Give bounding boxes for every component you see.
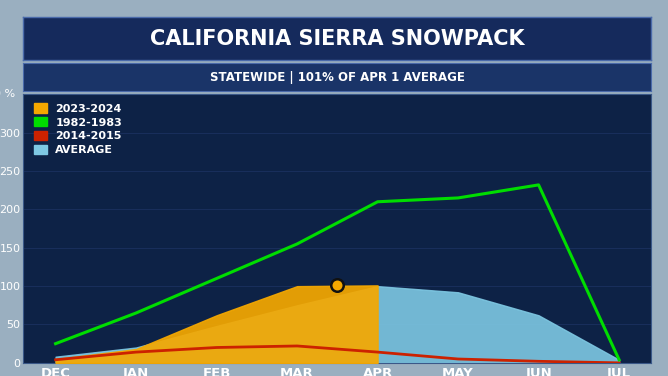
Text: 350 %: 350 % bbox=[0, 89, 15, 99]
Legend: 2023-2024, 1982-1983, 2014-2015, AVERAGE: 2023-2024, 1982-1983, 2014-2015, AVERAGE bbox=[32, 101, 124, 158]
Text: CALIFORNIA SIERRA SNOWPACK: CALIFORNIA SIERRA SNOWPACK bbox=[150, 29, 524, 49]
Text: STATEWIDE | 101% OF APR 1 AVERAGE: STATEWIDE | 101% OF APR 1 AVERAGE bbox=[210, 71, 465, 84]
